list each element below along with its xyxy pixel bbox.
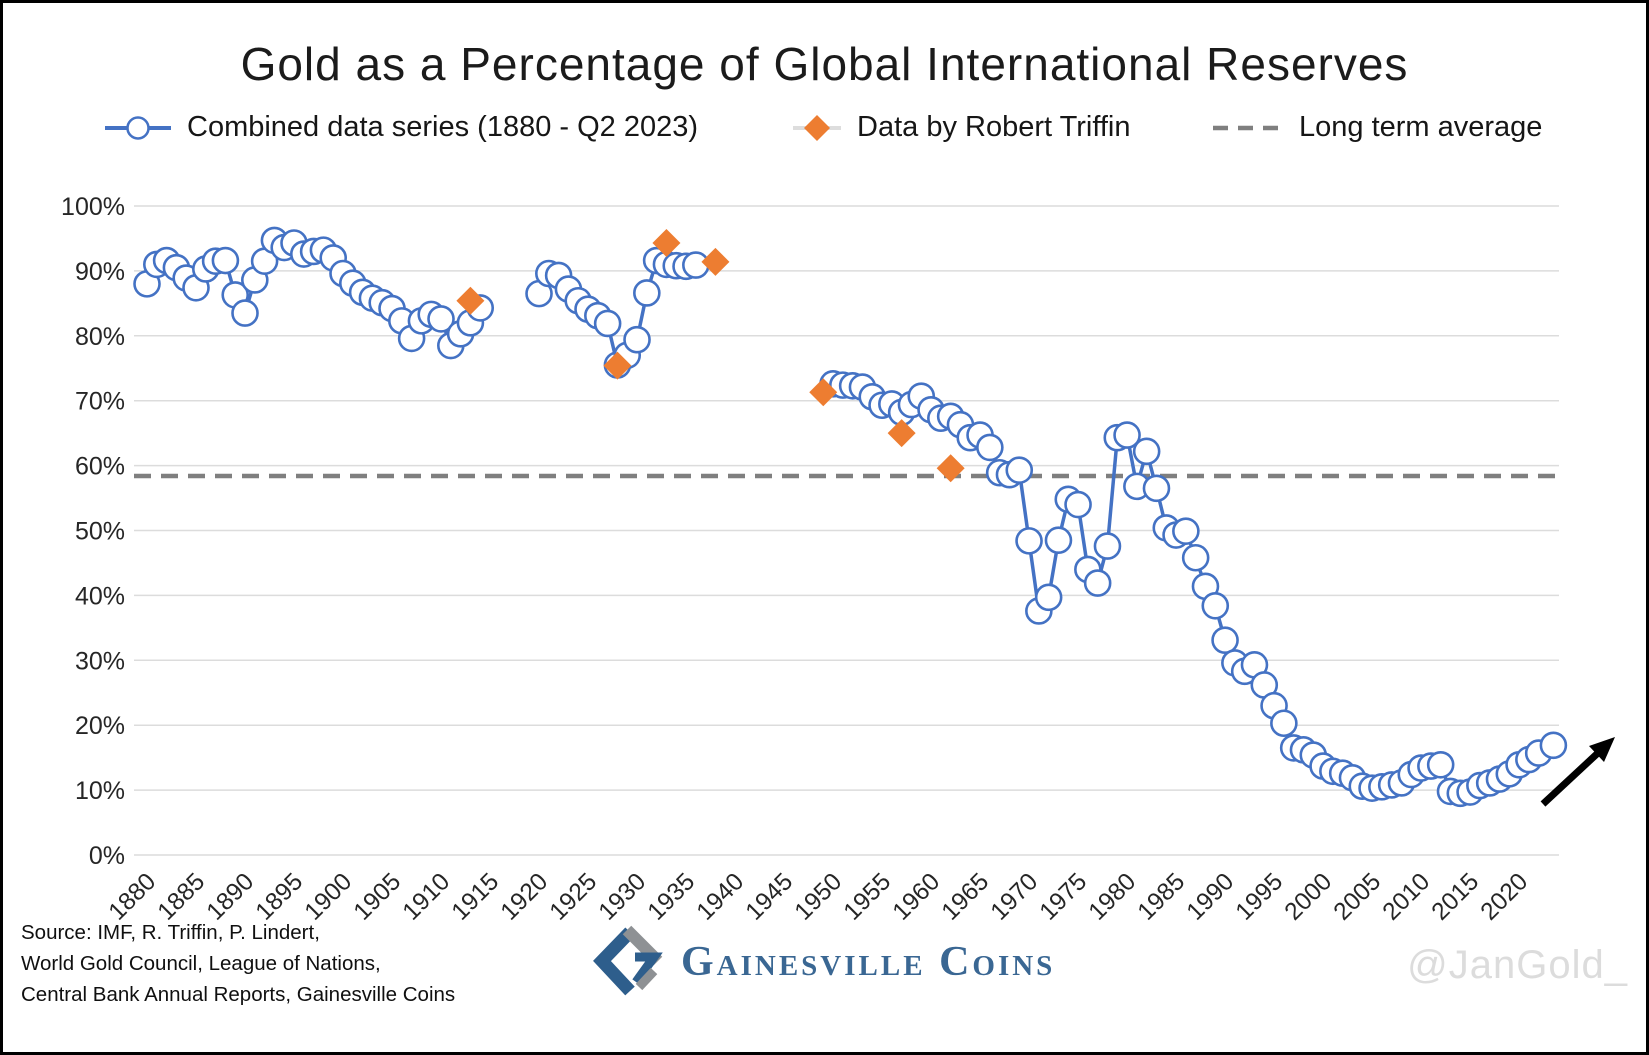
x-tick-label: 2010 — [1378, 868, 1436, 926]
source-line-2: World Gold Council, League of Nations, — [21, 952, 381, 975]
x-tick-label: 2020 — [1476, 868, 1534, 926]
page-title: Gold as a Percentage of Global Internati… — [240, 38, 1409, 90]
data-point-circle — [976, 433, 1004, 462]
data-point-circle — [1211, 626, 1239, 654]
data-point-circle — [1132, 437, 1161, 466]
x-tick-label: 1940 — [692, 868, 750, 926]
y-tick-label: 40% — [75, 582, 125, 610]
y-tick-label: 90% — [75, 258, 125, 286]
chart-svg: 0%10%20%30%40%50%60%70%80%90%100%1880188… — [61, 193, 1615, 926]
x-tick-label: 1945 — [741, 868, 799, 926]
data-point-circle — [1172, 517, 1200, 545]
data-point-circle — [1093, 532, 1122, 560]
triffin-data-point — [809, 378, 838, 407]
x-tick-label: 1955 — [839, 868, 897, 926]
legend-label-triffin: Data by Robert Triffin — [857, 111, 1131, 143]
data-point-circle — [623, 325, 651, 354]
y-tick-label: 60% — [75, 453, 125, 481]
legend-label-combined-series: Combined data series (1880 - Q2 2023) — [187, 111, 699, 143]
x-tick-label: 1950 — [790, 868, 848, 926]
triffin-data-point — [603, 351, 632, 380]
data-point-circle — [633, 279, 661, 307]
y-tick-label: 70% — [75, 388, 125, 416]
gainesville-coins-logo: Gainesville Coins — [591, 925, 1055, 999]
data-point-circle — [682, 251, 710, 279]
triffin-data-point — [887, 419, 916, 448]
data-point-circle — [593, 309, 622, 338]
y-tick-label: 30% — [75, 647, 125, 675]
data-point-circle — [1539, 731, 1568, 760]
triffin-data-point — [456, 286, 485, 315]
data-point-circle — [1005, 456, 1034, 484]
x-tick-label: 1930 — [594, 868, 652, 926]
x-tick-label: 1985 — [1133, 868, 1191, 926]
data-point-circle — [1142, 474, 1171, 503]
data-point-circle — [211, 246, 240, 275]
legend-item-triffin: Data by Robert Triffin — [791, 111, 1130, 144]
y-tick-label: 100% — [61, 193, 125, 221]
x-tick-label: 2015 — [1427, 868, 1485, 926]
source-line-1: Source: IMF, R. Triffin, P. Lindert, — [21, 921, 320, 944]
data-point-circle — [1426, 750, 1455, 779]
data-point-circle — [1015, 527, 1043, 555]
x-tick-label: 2005 — [1329, 868, 1387, 926]
x-tick-label: 1925 — [545, 868, 603, 926]
data-point-circle — [1083, 569, 1112, 597]
x-tick-label: 1935 — [643, 868, 701, 926]
source-note: Source: IMF, R. Triffin, P. Lindert, Wor… — [21, 917, 455, 1010]
triffin-data-point — [701, 247, 730, 276]
data-point-circle — [1201, 591, 1230, 620]
x-tick-label: 1920 — [496, 868, 554, 926]
trend-arrow-head-icon — [1589, 737, 1615, 762]
data-point-circle — [231, 299, 259, 327]
data-point-circle — [427, 305, 455, 333]
x-tick-label: 1995 — [1231, 868, 1289, 926]
data-point-circle — [1181, 543, 1210, 572]
diamond-legend-icon — [793, 114, 841, 141]
dashed-line-legend-icon — [1213, 125, 1283, 130]
x-tick-label: 1990 — [1182, 868, 1240, 926]
legend-item-combined-series: Combined data series (1880 - Q2 2023) — [103, 111, 698, 144]
x-tick-label: 1970 — [986, 868, 1044, 926]
y-tick-label: 80% — [75, 323, 125, 351]
triffin-data-point — [936, 454, 965, 483]
x-tick-label: 2000 — [1280, 868, 1338, 926]
data-point-circle — [1113, 421, 1141, 449]
line-circle-legend-icon — [105, 115, 171, 140]
legend: Combined data series (1880 - Q2 2023) Da… — [3, 111, 1646, 153]
triffin-data-point — [652, 228, 681, 257]
x-tick-label: 1915 — [447, 868, 505, 926]
trend-arrow-icon — [1540, 749, 1602, 807]
y-tick-label: 50% — [75, 518, 125, 546]
twitter-handle: @JanGold_ — [1407, 943, 1628, 987]
x-tick-label: 1965 — [937, 868, 995, 926]
data-point-circle — [1034, 583, 1063, 612]
legend-label-average: Long term average — [1299, 111, 1543, 143]
x-tick-label: 1975 — [1035, 868, 1093, 926]
gainesville-coins-logo-icon — [593, 925, 663, 996]
y-tick-label: 0% — [89, 842, 125, 870]
x-tick-label: 1960 — [888, 868, 946, 926]
legend-item-average: Long term average — [1211, 111, 1542, 144]
source-line-3: Central Bank Annual Reports, Gainesville… — [21, 983, 456, 1006]
x-tick-label: 1980 — [1084, 868, 1142, 926]
y-tick-label: 20% — [75, 712, 125, 740]
y-tick-label: 10% — [75, 777, 125, 805]
logo-text: Gainesville Coins — [681, 939, 1056, 985]
data-point-circle — [1064, 490, 1092, 519]
data-point-circle — [1044, 526, 1073, 555]
data-point-circle — [1270, 709, 1298, 738]
